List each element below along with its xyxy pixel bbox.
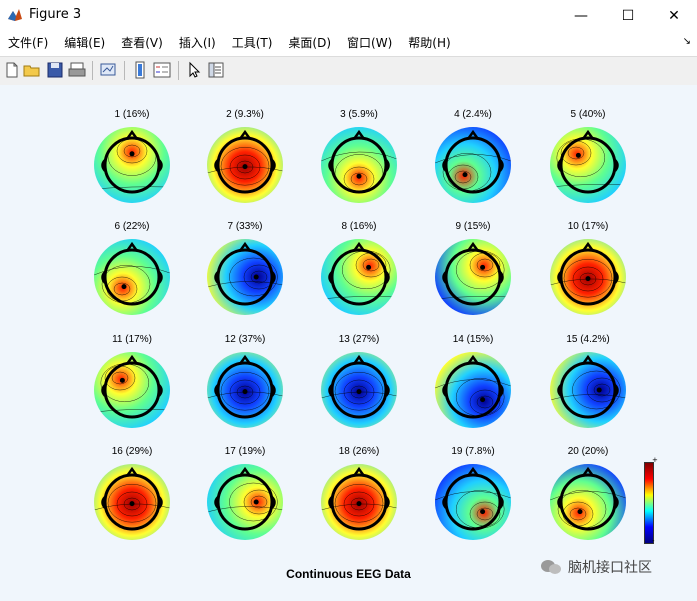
figure-title: Continuous EEG Data [286, 567, 411, 581]
watermark: 脑机接口社区 [540, 557, 652, 577]
topoplot-map[interactable] [319, 237, 399, 317]
dock-arrow-icon[interactable]: ↘ [682, 36, 691, 47]
toolbar-separator [92, 61, 93, 80]
toolbar-separator [178, 61, 179, 80]
maximize-button[interactable]: ☐ [621, 7, 635, 24]
menu-edit[interactable]: 编辑(E) [64, 36, 106, 50]
legend-icon[interactable] [152, 60, 172, 80]
menu-bar: 文件(F) 编辑(E) 查看(V) 插入(I) 工具(T) 桌面(D) 窗口(W… [0, 31, 697, 55]
topoplot-map[interactable] [548, 350, 628, 430]
component-label: 12 (37%) [224, 334, 266, 345]
wechat-icon [541, 560, 561, 574]
topoplot-map[interactable] [319, 125, 399, 205]
topoplot-map[interactable] [433, 350, 513, 430]
save-icon[interactable] [45, 60, 65, 80]
title-bar: Figure 3 — ☐ ✕ [0, 0, 697, 32]
topoplot-map[interactable] [92, 125, 172, 205]
topoplot-map[interactable] [92, 237, 172, 317]
component-label: 10 (17%) [567, 221, 609, 232]
colorbar-min-label: - [652, 537, 655, 545]
topoplot-map[interactable] [548, 125, 628, 205]
toolbar-separator [124, 61, 125, 80]
component-label: 16 (29%) [111, 446, 153, 457]
component-label: 5 (40%) [570, 109, 606, 120]
topoplot-map[interactable] [92, 350, 172, 430]
close-button[interactable]: ✕ [668, 7, 680, 24]
component-label: 3 (5.9%) [340, 109, 378, 120]
colorbar-max-label: + [652, 456, 658, 464]
matlab-icon [8, 9, 22, 21]
menu-tools[interactable]: 工具(T) [231, 36, 273, 50]
minimize-button[interactable]: — [574, 7, 588, 24]
new-figure-icon[interactable] [2, 60, 22, 80]
menu-insert[interactable]: 插入(I) [178, 36, 216, 50]
topoplot-map[interactable] [319, 462, 399, 542]
component-label: 18 (26%) [338, 446, 380, 457]
colorbar-icon[interactable] [130, 60, 150, 80]
component-label: 19 (7.8%) [451, 446, 495, 457]
component-label: 2 (9.3%) [226, 109, 264, 120]
colorbar [644, 462, 654, 544]
component-label: 7 (33%) [227, 221, 263, 232]
toolbar [0, 56, 697, 86]
menu-window[interactable]: 窗口(W) [347, 36, 393, 50]
window-title: Figure 3 [29, 7, 82, 22]
topoplot-map[interactable] [548, 237, 628, 317]
link-plot-icon[interactable] [98, 60, 118, 80]
topoplot-map[interactable] [433, 462, 513, 542]
component-label: 8 (16%) [341, 221, 377, 232]
pointer-icon[interactable] [184, 60, 204, 80]
component-label: 6 (22%) [114, 221, 150, 232]
component-label: 20 (20%) [567, 446, 609, 457]
component-label: 9 (15%) [455, 221, 491, 232]
topoplot-map[interactable] [433, 237, 513, 317]
topoplot-map[interactable] [205, 237, 285, 317]
topoplot-map[interactable] [548, 462, 628, 542]
figure-area: 1 (16%) 2 (9.3%) 3 (5.9%) 4 (2.4%) 5 (40%) 6 … [0, 85, 697, 601]
component-label: 4 (2.4%) [454, 109, 492, 120]
topoplot-map[interactable] [205, 125, 285, 205]
component-label: 17 (19%) [224, 446, 266, 457]
topoplot-map[interactable] [92, 462, 172, 542]
property-editor-icon[interactable] [206, 60, 226, 80]
open-file-icon[interactable] [22, 60, 42, 80]
watermark-text: 脑机接口社区 [568, 560, 652, 576]
component-label: 11 (17%) [112, 334, 152, 345]
print-icon[interactable] [67, 60, 87, 80]
component-label: 1 (16%) [114, 109, 150, 120]
topoplot-map[interactable] [433, 125, 513, 205]
menu-desktop[interactable]: 桌面(D) [288, 36, 332, 50]
topoplot-map[interactable] [319, 350, 399, 430]
component-label: 15 (4.2%) [566, 334, 610, 345]
topoplot-map[interactable] [205, 462, 285, 542]
topoplot-map[interactable] [205, 350, 285, 430]
menu-help[interactable]: 帮助(H) [408, 36, 451, 50]
component-label: 14 (15%) [452, 334, 494, 345]
component-label: 13 (27%) [338, 334, 380, 345]
menu-view[interactable]: 查看(V) [121, 36, 163, 50]
menu-file[interactable]: 文件(F) [8, 36, 49, 50]
